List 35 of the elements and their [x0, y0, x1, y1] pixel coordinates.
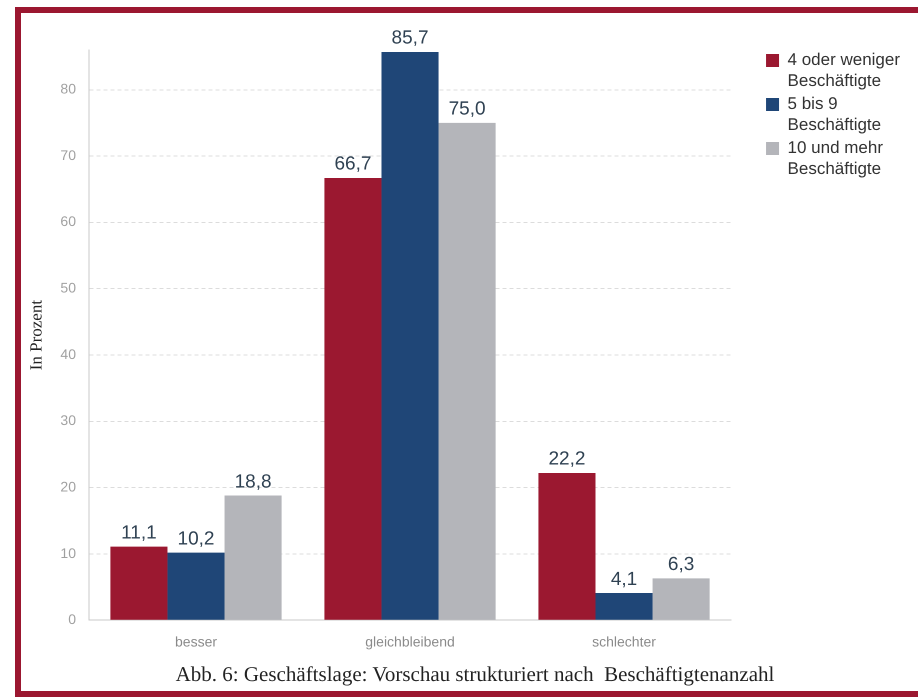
data-label: 10,2 — [178, 528, 214, 550]
y-tick-label: 20 — [60, 478, 76, 494]
y-tick-label: 10 — [60, 544, 76, 561]
data-label: 66,7 — [334, 154, 372, 175]
legend-label: 4 oder weniger Beschäftigte — [788, 50, 900, 90]
y-axis-title: In Prozent — [26, 300, 46, 370]
caption: Abb. 6: Geschäftslage: Vorschau strukturiert nach Beschäftigtenanzahl — [174, 662, 776, 686]
data-label: 22,2 — [548, 448, 586, 470]
x-tick-label: schlechter — [592, 633, 656, 650]
bar — [538, 473, 596, 620]
legend-label: 10 und mehr Beschäftigte — [788, 138, 884, 178]
data-label: 4,1 — [610, 568, 638, 590]
data-label: 85,7 — [392, 28, 429, 49]
bar — [596, 593, 653, 620]
bar — [381, 52, 439, 620]
x-tick-label: gleichbleibend — [365, 633, 455, 650]
y-tick-label: 0 — [68, 611, 76, 628]
y-tick-label: 40 — [60, 346, 76, 362]
data-label: 18,8 — [234, 471, 272, 492]
y-tick-label: 80 — [60, 80, 76, 97]
bar — [110, 546, 168, 620]
bar — [224, 496, 282, 620]
data-label: 75,0 — [448, 98, 486, 120]
legend-label: 5 bis 9 Beschäftigte — [788, 94, 882, 134]
data-label: 6,3 — [668, 554, 694, 576]
bar — [324, 178, 382, 620]
x-tick-label: besser — [174, 633, 218, 650]
bar — [652, 578, 710, 620]
y-tick-label: 60 — [60, 213, 76, 230]
bar — [167, 552, 225, 620]
y-tick-label: 70 — [60, 146, 76, 163]
y-tick-label: 50 — [60, 280, 76, 296]
y-tick-label: 30 — [60, 412, 76, 428]
bar — [438, 122, 496, 620]
data-label: 11,1 — [121, 522, 157, 544]
